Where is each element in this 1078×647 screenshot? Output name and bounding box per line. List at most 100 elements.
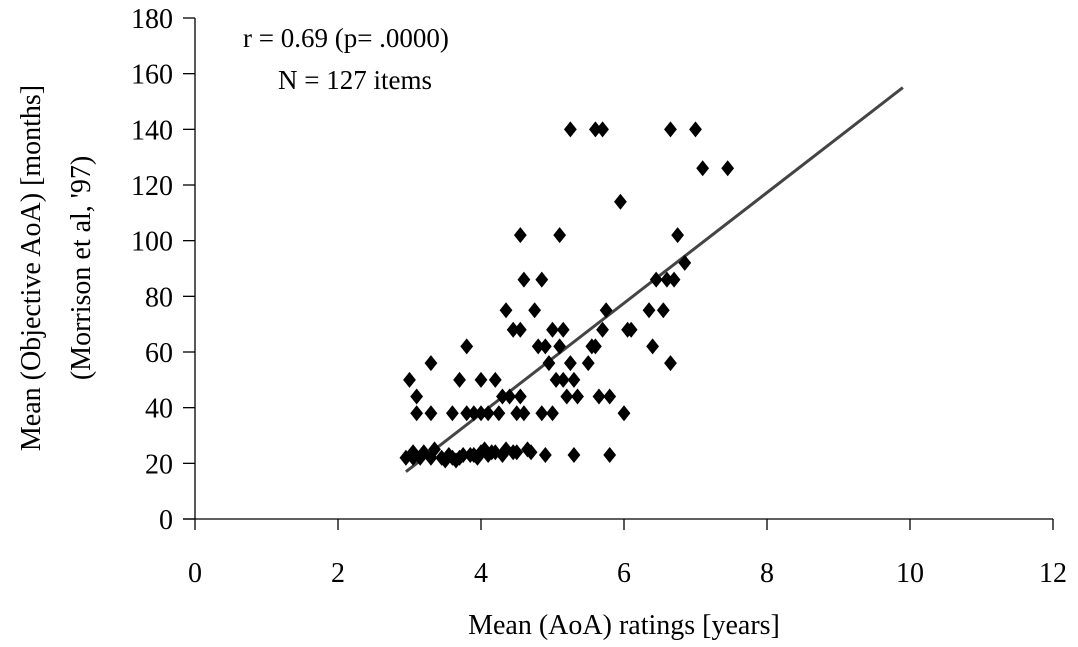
data-point: [589, 121, 602, 138]
data-point: [474, 371, 488, 388]
data-point: [528, 302, 542, 319]
data-point: [567, 446, 581, 463]
data-point: [603, 446, 617, 463]
labels-group: r = 0.69 (p= .0000) N = 127 items Mean (…: [16, 23, 780, 641]
data-point: [524, 444, 538, 461]
data-point: [424, 405, 438, 422]
x-axis-title: Mean (AoA) ratings [years]: [468, 610, 780, 641]
data-point: [438, 452, 452, 469]
y-tick-label: 80: [145, 282, 173, 313]
data-point: [603, 388, 617, 405]
data-point: [563, 121, 577, 138]
data-point: [535, 405, 549, 422]
data-point: [531, 338, 545, 355]
annotation-r-value: r = 0.69 (p= .0000): [243, 23, 449, 53]
data-point: [446, 405, 459, 422]
y-axis-subtitle: (Morrison et al, '97): [66, 156, 97, 380]
x-tick-label: 2: [331, 558, 345, 589]
data-point: [456, 446, 470, 463]
data-point: [553, 338, 567, 355]
data-point: [571, 388, 584, 405]
data-point: [424, 355, 438, 372]
data-point: [721, 160, 735, 177]
data-point: [689, 121, 702, 138]
data-point: [460, 338, 474, 355]
data-point: [513, 321, 527, 338]
data-point: [538, 338, 552, 355]
data-point: [410, 405, 424, 422]
data-point: [513, 388, 527, 405]
data-point: [517, 271, 531, 288]
data-point: [517, 405, 531, 422]
data-point: [453, 371, 466, 388]
data-point: [506, 321, 520, 338]
data-point: [556, 371, 570, 388]
data-point: [492, 405, 506, 422]
data-point: [410, 388, 424, 405]
data-point: [499, 302, 513, 319]
y-axis-title: Mean (Objective AoA) [months]: [16, 85, 47, 451]
axes: 0 20 40 60 80 100 120 140 160 180 0 2 4 6 8 10 12: [131, 4, 1067, 589]
data-point: [546, 405, 559, 422]
x-tick-label: 12: [1039, 558, 1067, 589]
y-tick-label: 0: [159, 505, 173, 536]
data-point: [496, 388, 509, 405]
data-point: [599, 302, 613, 319]
x-tick-label: 4: [474, 558, 488, 589]
data-point: [549, 371, 563, 388]
data-point: [696, 160, 710, 177]
data-point: [596, 321, 609, 338]
data-point: [538, 446, 552, 463]
data-point: [560, 388, 574, 405]
data-point: [617, 405, 631, 422]
data-point: [614, 193, 627, 210]
data-point: [649, 271, 663, 288]
annotation-n-items: N = 127 items: [278, 65, 432, 95]
x-tick-label: 6: [617, 558, 631, 589]
data-point: [671, 227, 685, 244]
y-tick-label: 120: [131, 171, 173, 202]
data-point: [646, 338, 659, 355]
data-point: [481, 405, 495, 422]
y-tick-label: 20: [145, 449, 173, 480]
data-point: [678, 254, 692, 271]
y-tick-label: 180: [131, 4, 173, 35]
data-point: [624, 321, 638, 338]
data-point: [553, 227, 567, 244]
data-point: [546, 321, 559, 338]
y-tick-label: 40: [145, 394, 173, 425]
data-point: [535, 271, 549, 288]
data-point: [664, 355, 677, 372]
data-point: [403, 371, 416, 388]
x-tick-label: 10: [896, 558, 924, 589]
data-point: [567, 371, 581, 388]
y-tick-label: 140: [131, 115, 173, 146]
x-tick-label: 8: [760, 558, 774, 589]
data-point: [656, 302, 670, 319]
points-group: [399, 121, 735, 469]
data-point: [556, 321, 570, 338]
data-point: [428, 441, 441, 458]
data-point: [642, 302, 656, 319]
data-point: [667, 271, 681, 288]
data-point: [467, 405, 481, 422]
data-point: [660, 271, 674, 288]
data-point: [513, 227, 527, 244]
data-point: [664, 121, 677, 138]
data-point: [510, 444, 524, 461]
data-point: [510, 405, 524, 422]
data-point: [460, 405, 474, 422]
y-tick-label: 160: [131, 60, 173, 91]
data-point: [488, 371, 502, 388]
y-tick-label: 60: [145, 338, 173, 369]
data-point: [503, 388, 516, 405]
data-point: [589, 338, 602, 355]
data-point: [596, 121, 609, 138]
x-tick-label: 0: [188, 558, 202, 589]
data-point: [581, 355, 595, 372]
data-point: [542, 355, 556, 372]
y-tick-label: 100: [131, 227, 173, 258]
data-point: [474, 405, 488, 422]
data-point: [592, 388, 606, 405]
